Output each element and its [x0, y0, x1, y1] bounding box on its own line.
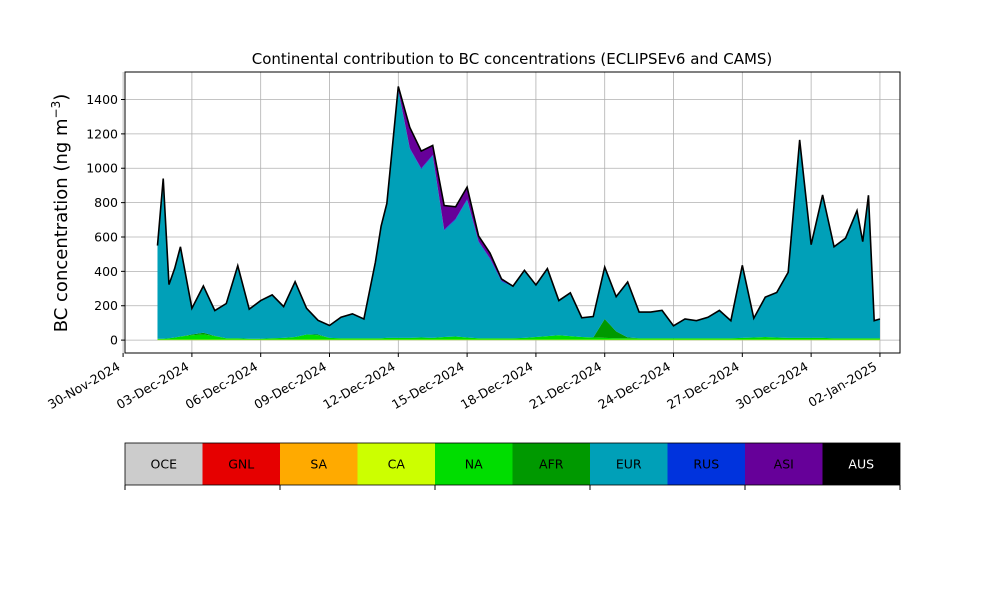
legend-label-gnl: GNL [228, 457, 254, 472]
y-tick-label: 1400 [86, 92, 118, 107]
legend-swatch-asi [745, 443, 823, 485]
y-tick-label: 800 [94, 195, 118, 210]
legend-label-eur: EUR [616, 457, 642, 472]
total-line [156, 86, 881, 327]
legend-swatch-ca [357, 443, 435, 485]
x-tick-label: 15-Dec-2024 [389, 359, 467, 412]
x-tick-label: 02-Jan-2025 [806, 359, 880, 410]
x-axis-ticks: 30-Nov-202403-Dec-202406-Dec-202409-Dec-… [45, 353, 881, 412]
x-tick-label: 09-Dec-2024 [251, 359, 329, 412]
legend-label-asi: ASI [774, 457, 794, 472]
x-tick-label: 06-Dec-2024 [183, 359, 261, 412]
y-tick-label: 0 [110, 333, 118, 348]
y-axis-label-main: BC concentration (ng m [51, 118, 72, 332]
legend-swatch-na [435, 443, 513, 485]
y-tick-label: 600 [94, 229, 118, 244]
legend-label-na: NA [465, 457, 483, 472]
x-tick-label: 30-Nov-2024 [45, 359, 123, 412]
total-outline [156, 86, 881, 327]
legend-label-afr: AFR [539, 457, 564, 472]
legend-label-sa: SA [310, 457, 327, 472]
x-tick-label: 12-Dec-2024 [320, 359, 398, 412]
legend-swatch-oce [125, 443, 203, 485]
y-tick-label: 400 [94, 264, 118, 279]
area-na [157, 334, 880, 340]
stacked-areas [157, 86, 880, 341]
chart-title: Continental contribution to BC concentra… [252, 50, 773, 68]
legend-swatch-rus [667, 443, 745, 485]
x-tick-label: 18-Dec-2024 [458, 359, 536, 412]
legend-label-ca: CA [388, 457, 406, 472]
plot-frame [124, 71, 901, 354]
legend-swatch-sa [280, 443, 358, 485]
x-tick-label: 30-Dec-2024 [733, 359, 811, 412]
legend-swatch-gnl [202, 443, 280, 485]
x-tick-label: 03-Dec-2024 [114, 359, 192, 412]
area-ca [157, 339, 880, 341]
y-tick-label: 200 [94, 298, 118, 313]
y-axis-label-superscript: −3 [49, 101, 63, 119]
y-axis-label-tail: ) [51, 94, 72, 101]
y-tick-label: 1200 [86, 126, 118, 141]
legend-label-rus: RUS [693, 457, 719, 472]
x-tick-label: 24-Dec-2024 [595, 359, 673, 412]
y-tick-label: 1000 [86, 161, 118, 176]
legend-swatch-aus [822, 443, 900, 485]
y-axis-ticks: 0 200 400 600 800 1000 1200 1400 [86, 92, 125, 348]
legend-frame [124, 442, 901, 486]
legend-label-oce: OCE [151, 457, 178, 472]
color-legend: OCE GNL SA CA NA AFR EUR RUS ASI AUS [124, 442, 901, 490]
legend-swatch-afr [512, 443, 590, 485]
legend-label-aus: AUS [848, 457, 874, 472]
area-eur [157, 90, 880, 339]
x-tick-label: 27-Dec-2024 [664, 359, 742, 412]
legend-swatch-eur [590, 443, 668, 485]
y-axis-label: BC concentration (ng m−3) [49, 94, 72, 333]
x-tick-label: 21-Dec-2024 [527, 359, 605, 412]
